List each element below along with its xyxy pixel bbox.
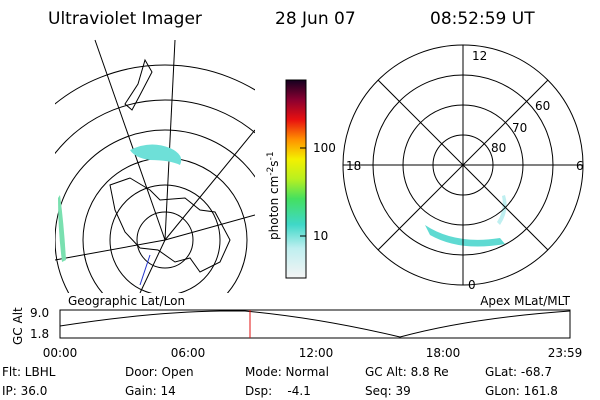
label-part: photon cm: [267, 176, 281, 240]
info: Flt: LBHL: [2, 365, 56, 379]
info: GC Alt: 8.8 Re: [365, 365, 449, 379]
mlt-label: 18: [346, 159, 361, 173]
y-label: 1.8: [30, 327, 49, 341]
info: GLon: 161.8: [485, 384, 558, 398]
label-part: -2: [266, 167, 276, 176]
label-part: s: [267, 160, 281, 166]
colorbar-label: photon cm-2s-1: [266, 151, 281, 240]
info: Dsp: -4.1: [245, 384, 311, 398]
x-label: 06:00: [171, 346, 206, 360]
polar-plot: [342, 44, 584, 286]
map-caption: Geographic Lat/Lon: [68, 294, 185, 308]
orbit-curve: [59, 310, 571, 338]
polar-caption: Apex MLat/MLT: [480, 294, 570, 308]
info: GLat: -68.7: [485, 365, 552, 379]
mlt-label: 6: [576, 159, 584, 173]
colorbar: [285, 79, 307, 279]
info: Gain: 14: [125, 384, 176, 398]
time: 08:52:59 UT: [430, 9, 535, 29]
colorbar-tick-label: 100: [313, 141, 336, 155]
mlat-label: 70: [512, 121, 527, 135]
geo-map: [55, 39, 255, 293]
info: Door: Open: [125, 365, 194, 379]
mlat-label: 60: [535, 99, 550, 113]
x-label: 12:00: [299, 346, 334, 360]
x-label: 23:59: [548, 346, 583, 360]
mlt-label: 12: [472, 49, 487, 63]
info: IP: 36.0: [2, 384, 47, 398]
date: 28 Jun 07: [275, 9, 356, 29]
x-label: 00:00: [43, 346, 78, 360]
y-label: 9.0: [30, 306, 49, 320]
label-part: -1: [266, 151, 276, 160]
info: Mode: Normal: [245, 365, 329, 379]
instrument: Ultraviolet Imager: [48, 9, 202, 29]
orbit-timeline: [59, 309, 571, 339]
mlat-label: 80: [491, 141, 506, 155]
x-label: 18:00: [426, 346, 461, 360]
timeline-axis-label: GC Alt: [11, 307, 25, 345]
info: Seq: 39: [365, 384, 411, 398]
mlt-label: 0: [468, 278, 476, 292]
colorbar-tick-label: 10: [313, 229, 328, 243]
